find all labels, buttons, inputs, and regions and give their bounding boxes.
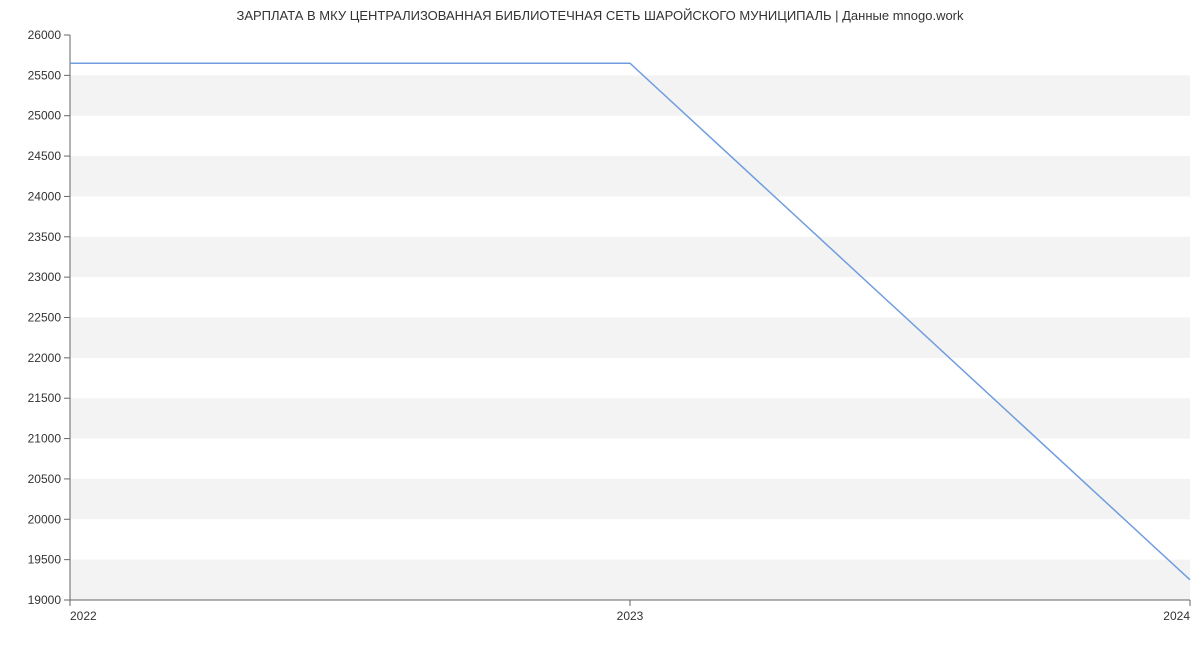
y-tick-label: 20000	[28, 512, 62, 526]
chart-svg: 19000 19500 20000 20500 21000 21500 22000 22500…	[0, 0, 1200, 650]
y-tick-label: 24500	[28, 149, 62, 163]
chart-title: ЗАРПЛАТА В МКУ ЦЕНТРАЛИЗОВАННАЯ БИБЛИОТЕ…	[0, 8, 1200, 23]
y-tick-label: 25500	[28, 68, 62, 82]
y-tick-label: 25000	[28, 109, 62, 123]
x-tick-label: 2023	[617, 609, 644, 623]
y-tick-label: 21000	[28, 432, 62, 446]
y-tick-label: 22000	[28, 351, 62, 365]
y-tick-label: 23000	[28, 270, 62, 284]
y-tick-label: 23500	[28, 230, 62, 244]
y-tick-label: 19500	[28, 553, 62, 567]
x-tick-label: 2024	[1163, 609, 1190, 623]
y-tick-label: 19000	[28, 593, 62, 607]
y-tick-label: 21500	[28, 391, 62, 405]
y-tick-label: 24000	[28, 189, 62, 203]
y-tick-label: 26000	[28, 28, 62, 42]
x-tick-label: 2022	[70, 609, 97, 623]
y-tick-label: 22500	[28, 311, 62, 325]
y-tick-label: 20500	[28, 472, 62, 486]
salary-line-chart: ЗАРПЛАТА В МКУ ЦЕНТРАЛИЗОВАННАЯ БИБЛИОТЕ…	[0, 0, 1200, 650]
